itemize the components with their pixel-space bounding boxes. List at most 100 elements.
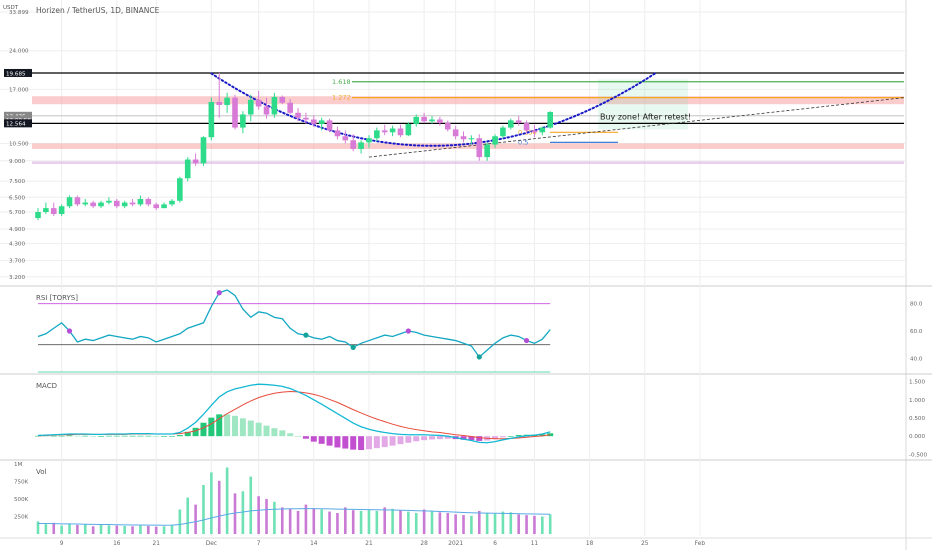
volume-bar — [477, 510, 481, 534]
macd-histogram-bar — [279, 430, 286, 437]
volume-bar — [414, 513, 418, 534]
volume-bar — [533, 515, 536, 534]
candle-bear — [153, 204, 159, 209]
candle-bear — [295, 112, 301, 118]
volume-bar — [233, 493, 237, 534]
macd-histogram-bar — [421, 436, 428, 441]
volume-bar — [36, 521, 40, 534]
candle-bull — [508, 120, 514, 128]
macd-histogram-bar — [539, 434, 546, 437]
candle-bull — [161, 204, 167, 209]
candle-bull — [547, 112, 553, 128]
candle-bull — [35, 212, 41, 219]
volume-bar — [154, 526, 158, 534]
macd-histogram-bar — [74, 435, 81, 437]
volume-bar — [430, 510, 434, 534]
time-axis-tick: 16 — [113, 541, 121, 547]
volume-bar — [541, 516, 544, 534]
volume-bar — [52, 522, 56, 534]
macd-histogram-bar — [515, 435, 522, 437]
candle-bear — [114, 200, 120, 207]
time-axis-tick: 11 — [531, 541, 539, 547]
buy-zone-annotation: Buy zone! After retest! — [600, 113, 691, 122]
candle-bear — [531, 130, 538, 133]
macd-axis-tick: 0.000 — [909, 434, 925, 440]
macd-axis-tick: 1.500 — [909, 380, 925, 386]
candle-bull — [208, 101, 215, 138]
volume-bar — [273, 501, 276, 534]
volume-bar — [344, 507, 347, 534]
candle-bull — [82, 202, 89, 205]
red-zone-upper — [32, 96, 904, 105]
macd-histogram-bar — [121, 435, 128, 437]
volume-bar — [131, 526, 134, 534]
macd-histogram-bar — [224, 414, 231, 437]
macd-histogram-bar — [350, 436, 357, 450]
candle-bull — [468, 138, 475, 140]
macd-histogram-bar — [381, 436, 388, 448]
price-tag-label: 19.685 — [6, 71, 26, 77]
price-axis-tick: 4.300 — [9, 242, 25, 248]
macd-histogram-bar — [137, 435, 144, 437]
candle-bull — [405, 123, 412, 136]
volume-bar — [548, 514, 552, 534]
time-axis-tick: 14 — [310, 541, 318, 547]
macd-histogram-bar — [50, 435, 57, 437]
macd-histogram-bar — [334, 436, 341, 448]
volume-bar — [359, 510, 363, 534]
macd-histogram-bar — [429, 436, 435, 440]
price-axis-tick: 3.700 — [9, 258, 25, 264]
purple-zone — [32, 161, 904, 164]
volume-bar — [202, 485, 205, 534]
macd-histogram-bar — [507, 436, 514, 437]
volume-bar — [83, 524, 87, 534]
candle-bear — [523, 123, 530, 131]
rsi-high-marker — [523, 337, 530, 344]
macd-histogram-bar — [373, 436, 380, 449]
candle-bear — [287, 102, 293, 113]
time-axis-tick: Dec — [206, 541, 217, 547]
macd-line — [37, 383, 551, 444]
macd-histogram-bar — [444, 436, 451, 439]
macd-axis-tick: 1.000 — [909, 398, 925, 404]
macd-histogram-bar — [82, 435, 89, 437]
macd-histogram-bar — [247, 420, 254, 437]
volume-bar — [328, 511, 331, 534]
macd-histogram-bar — [358, 436, 365, 450]
time-axis-tick: 28 — [420, 541, 428, 547]
candle-bear — [452, 129, 459, 137]
candle-bull — [413, 116, 420, 124]
candle-bull — [271, 96, 278, 115]
candle-bull — [429, 119, 435, 122]
fib-level-label: 1.272 — [332, 94, 351, 102]
macd-histogram-bar — [397, 436, 404, 445]
volume-bar — [509, 512, 513, 534]
macd-histogram-bar — [405, 436, 412, 443]
volume-bar — [470, 515, 473, 534]
time-axis-tick: 25 — [641, 541, 649, 547]
candle-bear — [515, 120, 522, 124]
macd-histogram-bar — [389, 436, 396, 446]
volume-bar — [210, 472, 213, 534]
rsi-low-marker — [303, 332, 309, 338]
candle-bear — [381, 130, 388, 133]
rsi-line — [37, 289, 551, 358]
macd-histogram-bar — [35, 435, 41, 437]
macd-histogram-bar — [42, 435, 49, 437]
volume-bar — [123, 525, 126, 534]
macd-histogram-bar — [216, 414, 223, 437]
volume-title: Vol — [36, 468, 47, 476]
macd-axis-tick: -0.500 — [909, 452, 927, 458]
candle-bear — [50, 208, 57, 214]
time-axis-tick: 6 — [493, 541, 497, 547]
target-zone — [598, 79, 688, 130]
candle-bull — [484, 144, 490, 158]
volume-bar — [170, 524, 174, 534]
volume-bar — [107, 525, 111, 534]
volume-bar — [493, 513, 497, 534]
volume-bar — [383, 507, 387, 534]
macd-histogram-bar — [318, 436, 325, 444]
candle-bull — [366, 138, 372, 143]
price-axis-tick: 9.000 — [9, 159, 25, 165]
